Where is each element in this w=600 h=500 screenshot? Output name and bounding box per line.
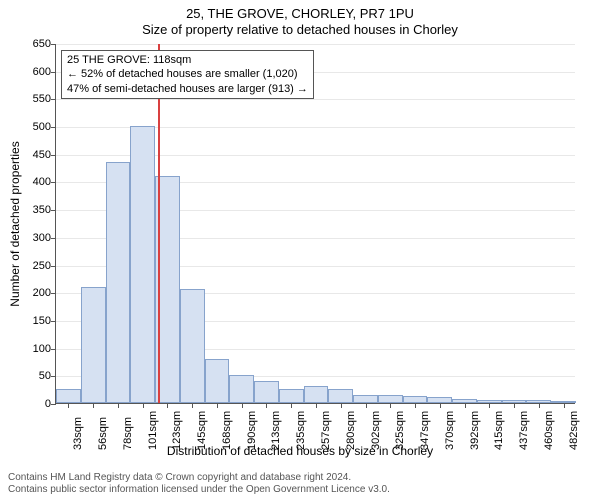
gridline	[56, 99, 575, 100]
ytick-mark	[51, 266, 56, 267]
xtick-mark	[539, 403, 540, 408]
histogram-bar	[378, 395, 403, 403]
ytick-label: 0	[21, 398, 51, 410]
histogram-bar	[254, 381, 279, 403]
xtick-mark	[68, 403, 69, 408]
xtick-mark	[366, 403, 367, 408]
ytick-mark	[51, 349, 56, 350]
xtick-mark	[489, 403, 490, 408]
ytick-label: 50	[21, 370, 51, 382]
gridline	[56, 44, 575, 45]
xtick-mark	[465, 403, 466, 408]
plot-area: 33sqm56sqm78sqm101sqm123sqm145sqm168sqm1…	[55, 44, 575, 404]
ytick-mark	[51, 376, 56, 377]
ytick-label: 200	[21, 287, 51, 299]
xtick-mark	[93, 403, 94, 408]
ytick-mark	[51, 44, 56, 45]
ytick-label: 600	[21, 66, 51, 78]
ytick-mark	[51, 72, 56, 73]
histogram-bar	[56, 389, 81, 403]
histogram-bar	[205, 359, 230, 403]
xtick-mark	[415, 403, 416, 408]
ytick-label: 100	[21, 343, 51, 355]
ytick-mark	[51, 321, 56, 322]
ytick-mark	[51, 404, 56, 405]
ytick-label: 450	[21, 149, 51, 161]
ytick-label: 300	[21, 232, 51, 244]
ytick-mark	[51, 210, 56, 211]
histogram-bar	[180, 289, 205, 403]
ytick-label: 350	[21, 204, 51, 216]
xtick-mark	[390, 403, 391, 408]
histogram-bar	[328, 389, 353, 403]
ytick-label: 250	[21, 260, 51, 272]
info-line2: ← 52% of detached houses are smaller (1,…	[67, 67, 308, 81]
xtick-mark	[440, 403, 441, 408]
ytick-mark	[51, 127, 56, 128]
chart-subtitle: Size of property relative to detached ho…	[0, 21, 600, 37]
xtick-mark	[217, 403, 218, 408]
xtick-mark	[564, 403, 565, 408]
xtick-mark	[192, 403, 193, 408]
info-line3: 47% of semi-detached houses are larger (…	[67, 82, 308, 96]
ytick-mark	[51, 99, 56, 100]
histogram-bar	[81, 287, 106, 403]
xtick-mark	[118, 403, 119, 408]
histogram-bar	[403, 396, 428, 403]
footer-line1: Contains HM Land Registry data © Crown c…	[8, 472, 390, 484]
ytick-label: 500	[21, 121, 51, 133]
chart-area: 33sqm56sqm78sqm101sqm123sqm145sqm168sqm1…	[55, 44, 575, 404]
ytick-label: 650	[21, 38, 51, 50]
ytick-mark	[51, 293, 56, 294]
xtick-mark	[242, 403, 243, 408]
histogram-bar	[279, 389, 304, 403]
xtick-mark	[341, 403, 342, 408]
ytick-mark	[51, 155, 56, 156]
xtick-mark	[316, 403, 317, 408]
info-box: 25 THE GROVE: 118sqm← 52% of detached ho…	[61, 50, 314, 99]
footer: Contains HM Land Registry data © Crown c…	[8, 472, 390, 496]
info-line1: 25 THE GROVE: 118sqm	[67, 53, 308, 67]
histogram-bar	[229, 375, 254, 403]
histogram-bar	[304, 386, 329, 403]
x-axis-label: Distribution of detached houses by size …	[0, 444, 600, 458]
ytick-label: 150	[21, 315, 51, 327]
chart-address: 25, THE GROVE, CHORLEY, PR7 1PU	[0, 0, 600, 21]
histogram-bar	[106, 162, 131, 403]
footer-line2: Contains public sector information licen…	[8, 484, 390, 496]
xtick-mark	[167, 403, 168, 408]
ytick-mark	[51, 238, 56, 239]
ytick-label: 400	[21, 176, 51, 188]
histogram-bar	[130, 126, 155, 403]
xtick-mark	[266, 403, 267, 408]
xtick-mark	[143, 403, 144, 408]
ytick-label: 550	[21, 93, 51, 105]
xtick-mark	[514, 403, 515, 408]
histogram-bar	[353, 395, 378, 403]
ytick-mark	[51, 182, 56, 183]
xtick-mark	[291, 403, 292, 408]
y-axis-label: Number of detached properties	[8, 141, 22, 306]
chart-container: 25, THE GROVE, CHORLEY, PR7 1PU Size of …	[0, 0, 600, 500]
